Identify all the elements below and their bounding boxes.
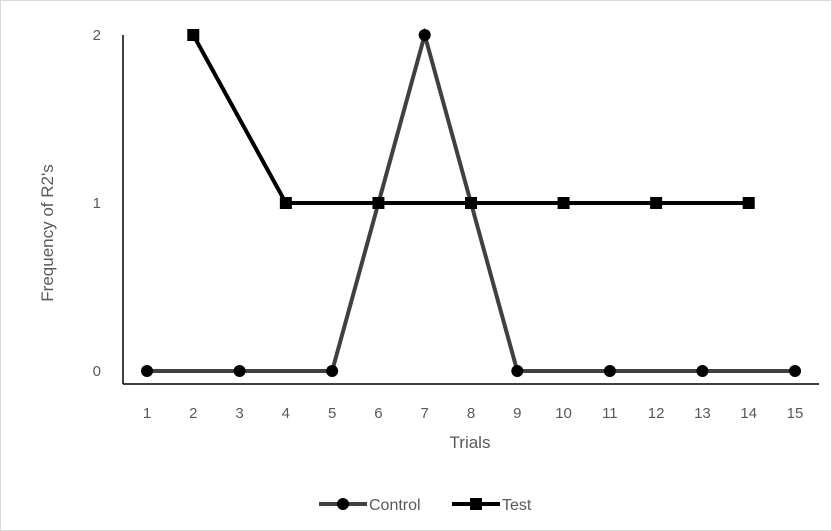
x-tick-label: 1: [143, 405, 151, 422]
x-tick-label: 3: [235, 405, 243, 422]
x-tick-label: 12: [648, 405, 665, 422]
data-point-circle: [789, 365, 801, 377]
x-axis-title: Trials: [450, 433, 491, 452]
x-tick-label: 10: [555, 405, 572, 422]
data-point-square: [465, 197, 477, 209]
data-point-square: [557, 197, 570, 209]
legend-item-control: Control: [319, 497, 421, 514]
x-tick-label: 11: [602, 405, 618, 422]
series-line-test: [191, 34, 749, 205]
data-point-circle: [511, 365, 524, 377]
series-line-control: [147, 27, 795, 373]
legend-item-test: Test: [452, 497, 532, 514]
x-tick-label: 8: [467, 405, 475, 422]
axes: [122, 35, 819, 385]
data-point-square: [650, 197, 663, 209]
y-tick-label: 0: [93, 363, 101, 380]
y-tick-label: 1: [93, 195, 101, 212]
data-point-square: [742, 197, 755, 209]
x-tick-label: 13: [694, 405, 711, 422]
data-point-circle: [418, 29, 431, 41]
x-tick-label: 4: [282, 405, 290, 422]
series-test: [187, 29, 755, 209]
y-tick-labels: 0 1 2: [93, 27, 101, 380]
x-tick-label: 5: [328, 405, 336, 422]
data-point-circle: [233, 365, 246, 377]
x-tick-label: 6: [374, 405, 382, 422]
x-tick-labels: 1 2 3 4 5 6 7 8 9 10 11 12 13 14 15: [143, 405, 804, 422]
legend-marker-circle: [337, 498, 349, 510]
data-point-circle: [326, 365, 339, 377]
data-point-square: [372, 197, 385, 209]
legend-label: Control: [369, 497, 421, 514]
data-point-circle: [141, 365, 153, 377]
data-point-square: [279, 197, 292, 209]
legend: Control Test: [319, 497, 532, 514]
data-point-circle: [696, 365, 709, 377]
series: [141, 27, 801, 377]
x-tick-label: 9: [513, 405, 521, 422]
legend-marker-square: [470, 498, 482, 510]
x-tick-label: 15: [787, 405, 804, 422]
data-point-square: [187, 29, 200, 41]
y-axis-title: Frequency of R2's: [38, 164, 57, 301]
legend-label: Test: [502, 497, 532, 514]
data-point-circle: [603, 365, 616, 377]
x-tick-label: 7: [421, 405, 429, 422]
x-tick-label: 14: [740, 405, 757, 422]
y-tick-label: 2: [93, 27, 101, 44]
x-tick-label: 2: [189, 405, 197, 422]
